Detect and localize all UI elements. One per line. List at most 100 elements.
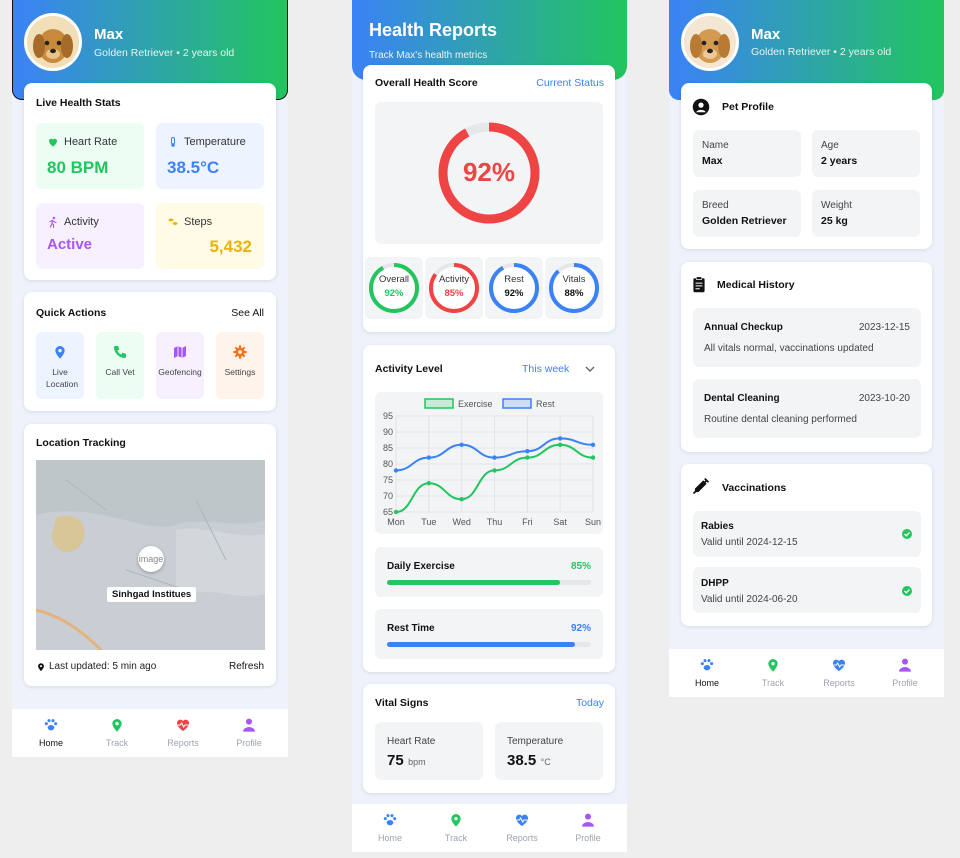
nav-profile[interactable]: Profile: [875, 657, 935, 688]
score-panel: 92%: [375, 102, 603, 244]
pet-avatar[interactable]: [24, 13, 82, 71]
heart-rate-stat[interactable]: Heart Rate 80 BPM: [36, 123, 144, 189]
live-location-button[interactable]: Live Location: [36, 332, 84, 399]
pet-avatar[interactable]: [681, 13, 739, 71]
score-ring-vitals[interactable]: Vitals 88%: [545, 257, 603, 319]
temperature-value: 38.5°C: [167, 158, 220, 177]
x-tick-label: Thu: [487, 517, 503, 527]
data-point-exercise: [393, 509, 399, 515]
pet-name: Max: [94, 26, 124, 43]
ring-value: 92%: [384, 288, 404, 299]
record-desc: All vitals normal, vaccinations updated: [704, 343, 874, 354]
record-title: Dental Cleaning: [704, 393, 780, 404]
score-ring-rest[interactable]: Rest 92%: [485, 257, 543, 319]
age-tile: Age 2 years: [812, 130, 920, 177]
nav-label: Home: [377, 833, 402, 843]
syringe-icon: [692, 477, 710, 495]
record-date: 2023-12-15: [858, 322, 910, 333]
chevron-down-icon[interactable]: [585, 365, 595, 373]
tile-label: Temperature: [507, 736, 564, 747]
steps-stat[interactable]: Steps 5,432: [156, 203, 264, 269]
y-tick-label: 70: [383, 491, 393, 501]
score-ring-activity[interactable]: Activity 85%: [425, 257, 483, 319]
pet-name: Max: [751, 26, 781, 43]
location-pin-icon: [768, 659, 778, 672]
settings-button[interactable]: Settings: [216, 332, 264, 399]
overall-health-card: Overall Health Score Current Status 92% …: [363, 65, 615, 332]
ring-label: Vitals: [562, 274, 586, 285]
nav-reports[interactable]: Reports: [492, 812, 552, 843]
geofencing-button[interactable]: Geofencing: [156, 332, 204, 399]
medical-record[interactable]: Dental Cleaning 2023-10-20 Routine denta…: [693, 379, 921, 438]
nav-profile[interactable]: Profile: [558, 812, 618, 843]
card-title: Vital Signs: [375, 697, 429, 709]
map-place-label: Sinhgad Institues: [107, 587, 197, 602]
thermometer-icon: [171, 137, 175, 147]
ring-value: 88%: [564, 288, 584, 299]
call-vet-button[interactable]: Call Vet: [96, 332, 144, 399]
rest-time-panel: Rest Time 92%: [375, 609, 603, 659]
live-health-stats-card: Live Health Stats Heart Rate 80 BPM Temp…: [24, 83, 276, 280]
weight-tile: Weight 25 kg: [812, 190, 920, 237]
tile-value: 2 years: [821, 155, 858, 167]
page-subtitle: Track Max's health metrics: [369, 50, 488, 61]
vaccine-row[interactable]: Rabies Valid until 2024-12-15: [693, 511, 921, 557]
nav-label: Track: [105, 738, 129, 748]
nav-home[interactable]: Home: [21, 717, 81, 748]
map-pin[interactable]: image: [138, 546, 164, 572]
check-icon: [902, 529, 912, 539]
period-select[interactable]: This week: [522, 363, 570, 375]
check-icon: [902, 586, 912, 596]
heart-rate-unit: bpm: [408, 757, 426, 767]
legend-label: Rest: [536, 399, 555, 409]
today-link[interactable]: Today: [575, 697, 604, 709]
temperature-stat[interactable]: Temperature 38.5°C: [156, 123, 264, 189]
profile-screen: Max Golden Retriever • 2 years old Pet P…: [669, 0, 944, 697]
daily-exercise-track: [387, 580, 591, 585]
see-all-link[interactable]: See All: [231, 307, 264, 319]
ring-arc: [369, 263, 419, 313]
nav-track[interactable]: Track: [87, 717, 147, 748]
nav-track[interactable]: Track: [426, 812, 486, 843]
nav-track[interactable]: Track: [743, 657, 803, 688]
data-point-exercise: [525, 455, 530, 460]
nav-profile[interactable]: Profile: [219, 717, 279, 748]
ring-arc: [549, 263, 599, 313]
refresh-button[interactable]: Refresh: [228, 661, 264, 672]
y-tick-label: 90: [383, 427, 393, 437]
medical-record[interactable]: Annual Checkup 2023-12-15 All vitals nor…: [693, 308, 921, 367]
vaccine-row[interactable]: DHPP Valid until 2024-06-20: [693, 567, 921, 613]
page-title: Health Reports: [369, 20, 498, 40]
vital-heart-rate-tile: Heart Rate 75 bpm: [375, 722, 483, 780]
rest-time-track: [387, 642, 591, 647]
data-point-rest: [393, 468, 399, 473]
vital-temperature-tile: Temperature 38.5 °C: [495, 722, 603, 780]
activity-stat[interactable]: Activity Active: [36, 203, 144, 269]
person-icon: [243, 718, 255, 732]
score-ring: [438, 122, 540, 224]
card-title: Medical History: [717, 279, 795, 291]
nav-reports[interactable]: Reports: [153, 717, 213, 748]
nav-reports[interactable]: Reports: [809, 657, 869, 688]
map-view[interactable]: image Sinhgad Institues: [36, 460, 265, 650]
location-pin-icon: [112, 719, 122, 732]
score-value: 92%: [462, 157, 516, 187]
current-status-link[interactable]: Current Status: [536, 77, 604, 89]
tile-value: 25 kg: [821, 215, 848, 227]
pet-profile-card: Pet Profile Name Max Age 2 years Breed G…: [681, 83, 932, 249]
data-point-rest: [557, 436, 563, 441]
ring-arc: [489, 263, 539, 313]
nav-home[interactable]: Home: [360, 812, 420, 843]
tile-value: Max: [702, 155, 723, 167]
pet-subtitle: Golden Retriever • 2 years old: [751, 46, 892, 58]
qa-label: Geofencing: [158, 367, 202, 377]
y-tick-label: 75: [383, 475, 393, 485]
person-icon: [899, 658, 911, 672]
daily-exercise-bar: [387, 580, 561, 585]
location-tracking-card: Location Tracking image Sinhgad Institue…: [24, 424, 276, 686]
tile-label: Name: [702, 140, 729, 151]
legend-label: Exercise: [458, 399, 493, 409]
nav-home[interactable]: Home: [677, 657, 737, 688]
score-ring-overall[interactable]: Overall 92%: [365, 257, 423, 319]
activity-line-chart: 65 70 75 80 85 90 95 Mon Tue Wed Thu Fri Sat Sun Exerc…: [383, 398, 601, 527]
